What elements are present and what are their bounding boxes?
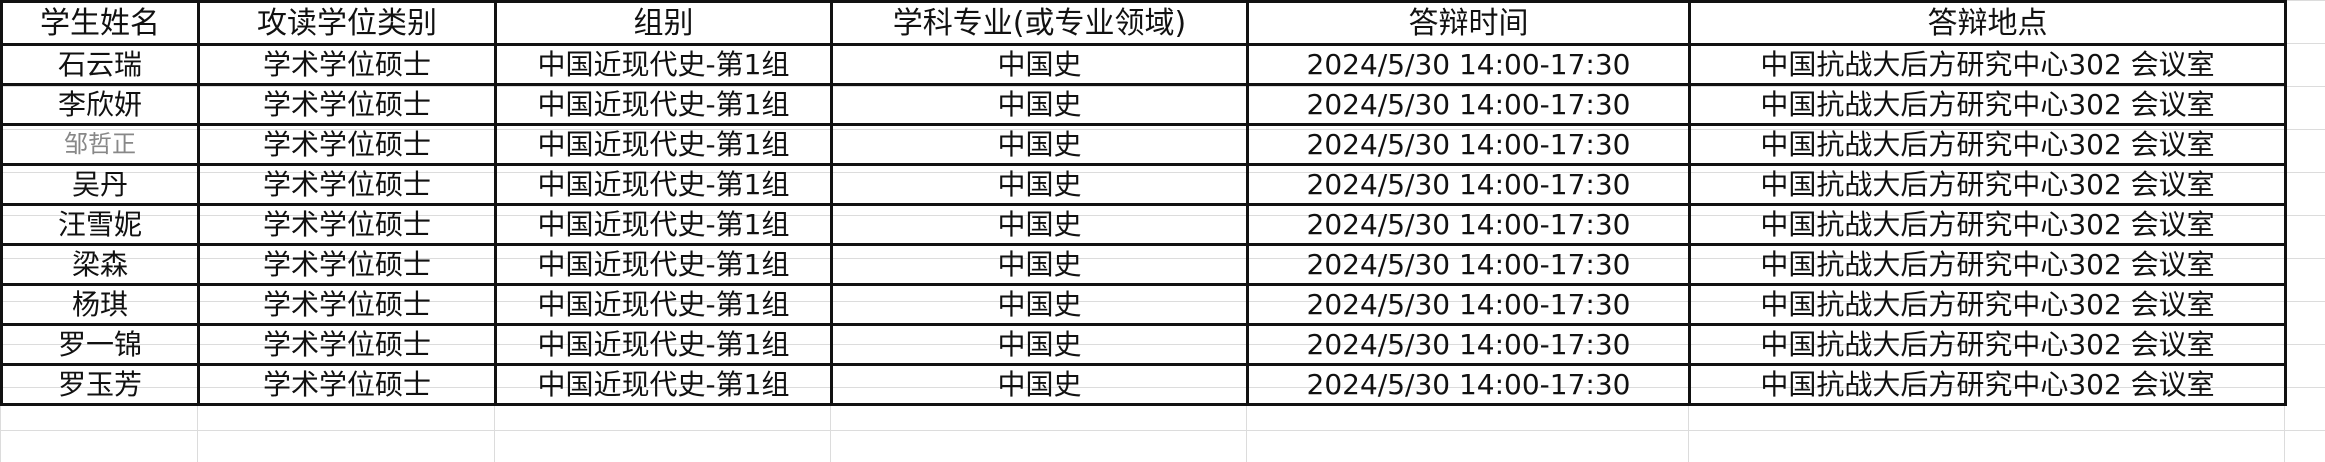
cell-major[interactable]: 中国史 bbox=[830, 83, 1249, 126]
cell-defense-location[interactable]: 中国抗战大后方研究中心302 会议室 bbox=[1688, 123, 2287, 166]
cell-defense-location[interactable]: 中国抗战大后方研究中心302 会议室 bbox=[1688, 283, 2287, 326]
cell-defense-location[interactable]: 中国抗战大后方研究中心302 会议室 bbox=[1688, 243, 2287, 286]
cell-degree-type[interactable]: 学术学位硕士 bbox=[197, 123, 497, 166]
table-row: 杨琪 学术学位硕士 中国近现代史-第1组 中国史 2024/5/30 14:00-17:… bbox=[0, 283, 2287, 326]
cell-major[interactable]: 中国史 bbox=[830, 283, 1249, 326]
cell-student-name[interactable]: 石云瑞 bbox=[0, 43, 200, 86]
cell-defense-time[interactable]: 2024/5/30 14:00-17:30 bbox=[1246, 43, 1691, 86]
cell-defense-time[interactable]: 2024/5/30 14:00-17:30 bbox=[1246, 163, 1691, 206]
table-row: 汪雪妮 学术学位硕士 中国近现代史-第1组 中国史 2024/5/30 14:00-17… bbox=[0, 203, 2287, 246]
cell-student-name[interactable]: 吴丹 bbox=[0, 163, 200, 206]
cell-student-name[interactable]: 邹哲正 bbox=[0, 123, 200, 166]
cell-defense-time[interactable]: 2024/5/30 14:00-17:30 bbox=[1246, 83, 1691, 126]
cell-defense-location[interactable]: 中国抗战大后方研究中心302 会议室 bbox=[1688, 83, 2287, 126]
cell-degree-type[interactable]: 学术学位硕士 bbox=[197, 323, 497, 366]
cell-major[interactable]: 中国史 bbox=[830, 363, 1249, 406]
cell-major[interactable]: 中国史 bbox=[830, 123, 1249, 166]
cell-student-name[interactable]: 杨琪 bbox=[0, 283, 200, 326]
cell-degree-type[interactable]: 学术学位硕士 bbox=[197, 283, 497, 326]
cell-group[interactable]: 中国近现代史-第1组 bbox=[494, 203, 833, 246]
cell-student-name[interactable]: 李欣妍 bbox=[0, 83, 200, 126]
cell-defense-time[interactable]: 2024/5/30 14:00-17:30 bbox=[1246, 283, 1691, 326]
cell-major[interactable]: 中国史 bbox=[830, 203, 1249, 246]
cell-student-name[interactable]: 罗一锦 bbox=[0, 323, 200, 366]
cell-group[interactable]: 中国近现代史-第1组 bbox=[494, 43, 833, 86]
cell-student-name[interactable]: 汪雪妮 bbox=[0, 203, 200, 246]
column-header-defense-location[interactable]: 答辩地点 bbox=[1688, 0, 2287, 46]
header-row: 学生姓名 攻读学位类别 组别 学科专业(或专业领域) 答辩时间 答辩地点 bbox=[0, 0, 2287, 46]
table-row: 李欣妍 学术学位硕士 中国近现代史-第1组 中国史 2024/5/30 14:00-17… bbox=[0, 83, 2287, 126]
cell-student-name[interactable]: 梁森 bbox=[0, 243, 200, 286]
cell-defense-time[interactable]: 2024/5/30 14:00-17:30 bbox=[1246, 363, 1691, 406]
table-row: 罗一锦 学术学位硕士 中国近现代史-第1组 中国史 2024/5/30 14:00-17… bbox=[0, 323, 2287, 366]
cell-defense-location[interactable]: 中国抗战大后方研究中心302 会议室 bbox=[1688, 163, 2287, 206]
cell-major[interactable]: 中国史 bbox=[830, 43, 1249, 86]
column-header-major[interactable]: 学科专业(或专业领域) bbox=[830, 0, 1249, 46]
cell-group[interactable]: 中国近现代史-第1组 bbox=[494, 243, 833, 286]
cell-degree-type[interactable]: 学术学位硕士 bbox=[197, 83, 497, 126]
cell-major[interactable]: 中国史 bbox=[830, 243, 1249, 286]
table-row: 吴丹 学术学位硕士 中国近现代史-第1组 中国史 2024/5/30 14:00-17:… bbox=[0, 163, 2287, 206]
cell-major[interactable]: 中国史 bbox=[830, 323, 1249, 366]
cell-degree-type[interactable]: 学术学位硕士 bbox=[197, 43, 497, 86]
cell-defense-time[interactable]: 2024/5/30 14:00-17:30 bbox=[1246, 123, 1691, 166]
cell-group[interactable]: 中国近现代史-第1组 bbox=[494, 83, 833, 126]
cell-group[interactable]: 中国近现代史-第1组 bbox=[494, 123, 833, 166]
cell-degree-type[interactable]: 学术学位硕士 bbox=[197, 363, 497, 406]
cell-degree-type[interactable]: 学术学位硕士 bbox=[197, 203, 497, 246]
cell-defense-location[interactable]: 中国抗战大后方研究中心302 会议室 bbox=[1688, 363, 2287, 406]
cell-degree-type[interactable]: 学术学位硕士 bbox=[197, 243, 497, 286]
cell-group[interactable]: 中国近现代史-第1组 bbox=[494, 163, 833, 206]
cell-defense-time[interactable]: 2024/5/30 14:00-17:30 bbox=[1246, 203, 1691, 246]
cell-group[interactable]: 中国近现代史-第1组 bbox=[494, 363, 833, 406]
cell-group[interactable]: 中国近现代史-第1组 bbox=[494, 283, 833, 326]
defense-schedule-table: 学生姓名 攻读学位类别 组别 学科专业(或专业领域) 答辩时间 答辩地点 石云瑞 学术学位硕… bbox=[0, 0, 2287, 406]
cell-defense-location[interactable]: 中国抗战大后方研究中心302 会议室 bbox=[1688, 323, 2287, 366]
table-row: 邹哲正 学术学位硕士 中国近现代史-第1组 中国史 2024/5/30 14:00-17… bbox=[0, 123, 2287, 166]
table-row: 石云瑞 学术学位硕士 中国近现代史-第1组 中国史 2024/5/30 14:00-17… bbox=[0, 43, 2287, 86]
column-header-group[interactable]: 组别 bbox=[494, 0, 833, 46]
cell-group[interactable]: 中国近现代史-第1组 bbox=[494, 323, 833, 366]
cell-major[interactable]: 中国史 bbox=[830, 163, 1249, 206]
column-header-degree-type[interactable]: 攻读学位类别 bbox=[197, 0, 497, 46]
cell-defense-location[interactable]: 中国抗战大后方研究中心302 会议室 bbox=[1688, 203, 2287, 246]
cell-defense-location[interactable]: 中国抗战大后方研究中心302 会议室 bbox=[1688, 43, 2287, 86]
cell-defense-time[interactable]: 2024/5/30 14:00-17:30 bbox=[1246, 323, 1691, 366]
column-header-defense-time[interactable]: 答辩时间 bbox=[1246, 0, 1691, 46]
cell-defense-time[interactable]: 2024/5/30 14:00-17:30 bbox=[1246, 243, 1691, 286]
cell-student-name[interactable]: 罗玉芳 bbox=[0, 363, 200, 406]
cell-degree-type[interactable]: 学术学位硕士 bbox=[197, 163, 497, 206]
table-row: 梁森 学术学位硕士 中国近现代史-第1组 中国史 2024/5/30 14:00-17:… bbox=[0, 243, 2287, 286]
table-row: 罗玉芳 学术学位硕士 中国近现代史-第1组 中国史 2024/5/30 14:00-17… bbox=[0, 363, 2287, 406]
column-header-student-name[interactable]: 学生姓名 bbox=[0, 0, 200, 46]
